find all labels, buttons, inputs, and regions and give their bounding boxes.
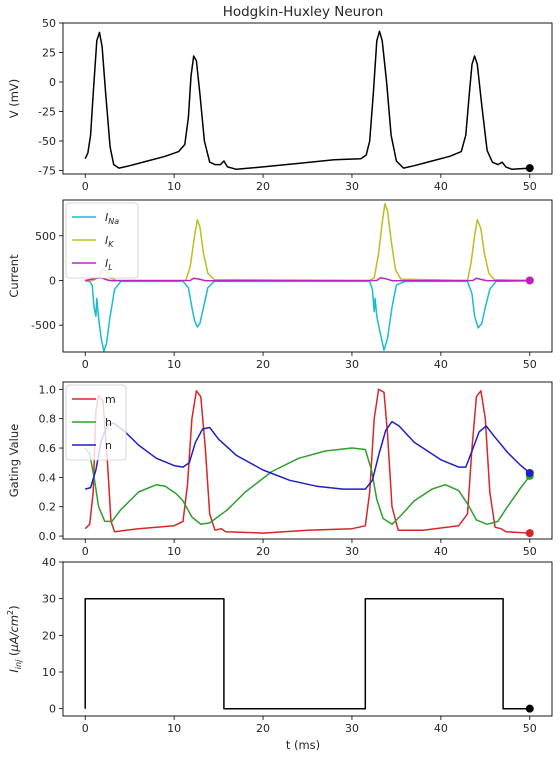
axes-frame	[62, 22, 553, 175]
legend-label: IL	[105, 257, 113, 272]
x-tick-label: 10	[167, 358, 181, 371]
y-tick-label: 25	[42, 46, 56, 59]
figure-title: Hodgkin-Huxley Neuron	[223, 4, 384, 20]
x-tick-label: 40	[434, 545, 448, 558]
y-axis-label: V (mV)	[7, 79, 21, 119]
y-tick-label: 0	[49, 274, 56, 287]
x-tick-label: 20	[256, 358, 270, 371]
legend-label: m	[105, 393, 116, 406]
series-line-n	[84, 420, 531, 490]
panels: 0 10 20 30 40 50 50 25 0 -25 -50 -75 V (mV) 0 10 20 30 40…	[6, 17, 553, 735]
axes-frame	[62, 561, 553, 717]
series-line-m	[84, 388, 530, 534]
endpoint-marker-IL	[525, 276, 534, 285]
endpoint-marker-3-0	[525, 704, 534, 713]
legend-label: IK	[105, 234, 114, 249]
x-tick-label: 0	[82, 722, 89, 735]
panel-gating: 0 10 20 30 40 50 1.0 0.8 0.6 0.4 0.2 0.0 Gating Valu…	[7, 381, 553, 558]
x-tick-label: 50	[523, 545, 537, 558]
y-tick-label: 0.2	[39, 501, 57, 514]
y-tick-label: 500	[35, 230, 56, 243]
panel-voltage: 0 10 20 30 40 50 50 25 0 -25 -50 -75 V (mV)	[7, 17, 553, 193]
legend-label: h	[105, 416, 112, 429]
x-tick-label: 40	[434, 722, 448, 735]
legend: mhn	[65, 384, 127, 461]
x-tick-label: 0	[82, 358, 89, 371]
legend-label: n	[105, 439, 112, 452]
y-tick-label: -25	[38, 105, 56, 118]
series-line-INa	[85, 280, 530, 352]
legend-label: INa	[105, 211, 119, 226]
y-tick-label: 50	[42, 17, 56, 30]
axes-frame	[62, 199, 553, 353]
x-tick-label: 30	[345, 722, 359, 735]
legend-box	[65, 202, 139, 279]
y-tick-label: 10	[42, 666, 56, 679]
y-tick-label: 20	[42, 629, 56, 642]
x-tick-label: 20	[256, 545, 270, 558]
endpoint-marker-0-0	[525, 164, 534, 173]
x-tick-label: 30	[345, 180, 359, 193]
x-tick-label: 50	[523, 358, 537, 371]
axes-frame	[62, 381, 553, 540]
series-line-3-0	[84, 597, 530, 710]
panel-injected: 0 10 20 30 40 50 40 30 20 10 0 Iinj (μA/cm2)	[6, 556, 553, 735]
y-tick-label: 0.4	[39, 471, 57, 484]
endpoint-marker-m	[525, 529, 534, 538]
endpoint-marker-n	[525, 468, 534, 477]
series-line-h	[84, 447, 531, 526]
y-tick-label: 0.0	[39, 530, 57, 543]
panel-currents: 0 10 20 30 40 50 500 0 -500 Current INa IK IL	[7, 199, 553, 371]
y-tick-label: -500	[31, 319, 56, 332]
x-tick-label: 40	[434, 358, 448, 371]
x-tick-label: 30	[345, 358, 359, 371]
y-tick-label: 1.0	[39, 383, 57, 396]
series-line-IL	[85, 277, 530, 282]
x-tick-label: 30	[345, 545, 359, 558]
y-axis-label: Iinj (μA/cm2)	[6, 605, 23, 672]
x-tick-label: 10	[167, 722, 181, 735]
y-tick-label: 40	[42, 556, 56, 569]
x-tick-label: 10	[167, 545, 181, 558]
y-tick-label: 0.8	[39, 413, 57, 426]
y-tick-label: 0	[49, 703, 56, 716]
x-tick-label: 20	[256, 180, 270, 193]
x-tick-label: 50	[523, 722, 537, 735]
x-tick-label: 0	[82, 545, 89, 558]
y-axis-label: Current	[7, 254, 21, 298]
y-tick-label: -75	[38, 164, 56, 177]
x-axis-label: t (ms)	[286, 738, 320, 752]
y-tick-label: 30	[42, 593, 56, 606]
legend: INa IK IL	[65, 202, 139, 279]
x-tick-label: 20	[256, 722, 270, 735]
x-tick-label: 50	[523, 180, 537, 193]
y-tick-label: 0	[49, 76, 56, 89]
x-tick-label: 40	[434, 180, 448, 193]
x-tick-label: 10	[167, 180, 181, 193]
y-axis-label: Gating Value	[7, 424, 21, 498]
y-tick-label: -50	[38, 135, 56, 148]
x-tick-label: 0	[82, 180, 89, 193]
y-tick-label: 0.6	[39, 442, 57, 455]
series-line-IK	[85, 202, 530, 282]
series-line-0-0	[84, 30, 530, 171]
